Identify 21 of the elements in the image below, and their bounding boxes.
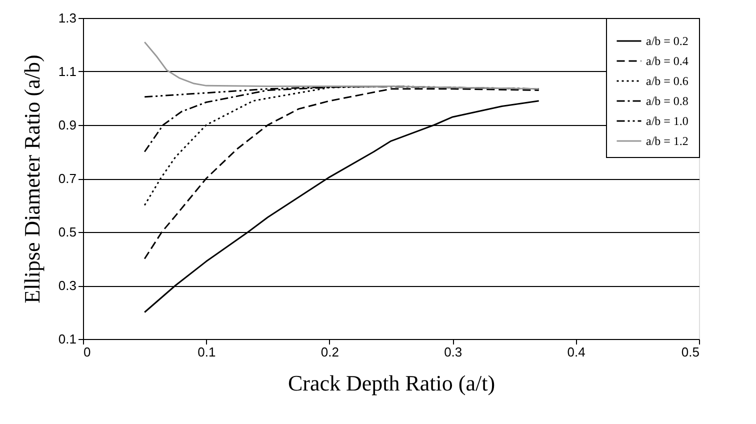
x-tick-label: 0.4 bbox=[567, 344, 586, 360]
y-tick-label: 0.5 bbox=[58, 224, 76, 240]
x-tick-label: 0 bbox=[84, 344, 91, 360]
legend-label: a/b = 1.2 bbox=[646, 134, 688, 148]
x-axis-title: Crack Depth Ratio (a/t) bbox=[288, 370, 496, 396]
y-axis-title: Ellipse Diameter Ratio (a/b) bbox=[19, 54, 44, 304]
x-tick-label: 0.2 bbox=[320, 344, 339, 360]
x-tick-label: 0.1 bbox=[198, 344, 216, 360]
legend-label: a/b = 1.0 bbox=[646, 114, 688, 128]
y-tick-label: 1.3 bbox=[58, 10, 76, 26]
y-tick-label: 0.3 bbox=[58, 278, 76, 293]
legend-label: a/b = 0.8 bbox=[646, 94, 688, 108]
x-tick-label: 0.3 bbox=[444, 344, 462, 360]
y-tick-label: 0.7 bbox=[58, 171, 76, 186]
x-tick-label: 0.5 bbox=[681, 344, 700, 360]
y-tick-label: 0.9 bbox=[58, 118, 76, 132]
legend-label: a/b = 0.4 bbox=[646, 54, 688, 68]
y-tick-label: 1.1 bbox=[58, 64, 76, 79]
legend-label: a/b = 0.2 bbox=[646, 34, 688, 48]
legend-label: a/b = 0.6 bbox=[646, 74, 688, 88]
y-tick-label: 0.1 bbox=[58, 332, 76, 346]
